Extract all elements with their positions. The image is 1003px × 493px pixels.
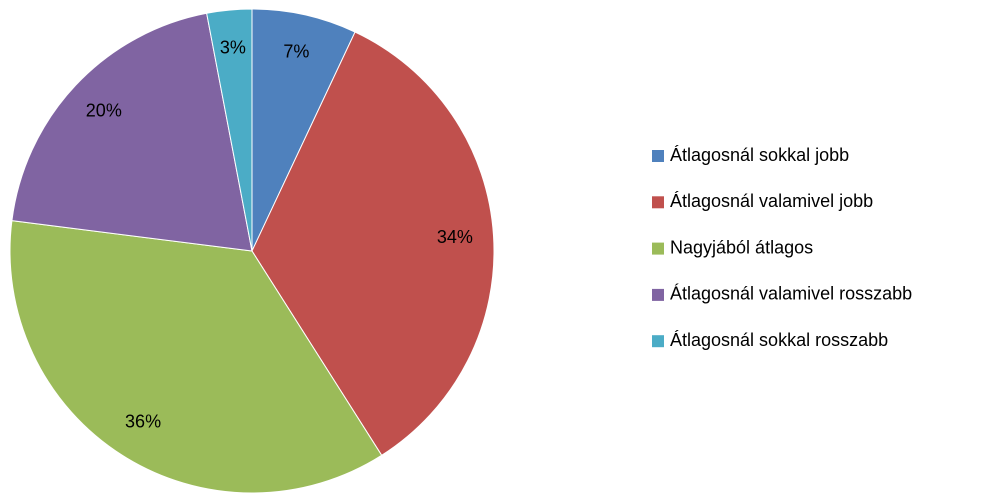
data-label: 7% bbox=[283, 41, 309, 61]
legend-label: Nagyjából átlagos bbox=[670, 237, 813, 257]
data-label: 36% bbox=[125, 411, 161, 431]
legend-swatch bbox=[652, 242, 664, 255]
legend-label: Átlagosnál sokkal rosszabb bbox=[670, 330, 888, 350]
pie-slice bbox=[11, 12, 253, 252]
legend-swatch bbox=[652, 288, 664, 301]
legend-label: Átlagosnál valamivel jobb bbox=[670, 191, 873, 211]
legend-swatch bbox=[652, 335, 664, 348]
pie-slice bbox=[251, 8, 356, 252]
pie-slice bbox=[206, 8, 253, 252]
data-label: 34% bbox=[437, 227, 473, 247]
pie-slice bbox=[9, 220, 383, 493]
legend-swatch bbox=[652, 150, 664, 162]
data-label: 20% bbox=[86, 101, 122, 121]
legend-label: Átlagosnál sokkal jobb bbox=[670, 145, 849, 165]
pie-slice bbox=[251, 31, 495, 457]
data-label: 3% bbox=[220, 37, 246, 57]
legend-label: Átlagosnál valamivel rosszabb bbox=[670, 284, 912, 304]
legend-swatch bbox=[652, 196, 664, 209]
